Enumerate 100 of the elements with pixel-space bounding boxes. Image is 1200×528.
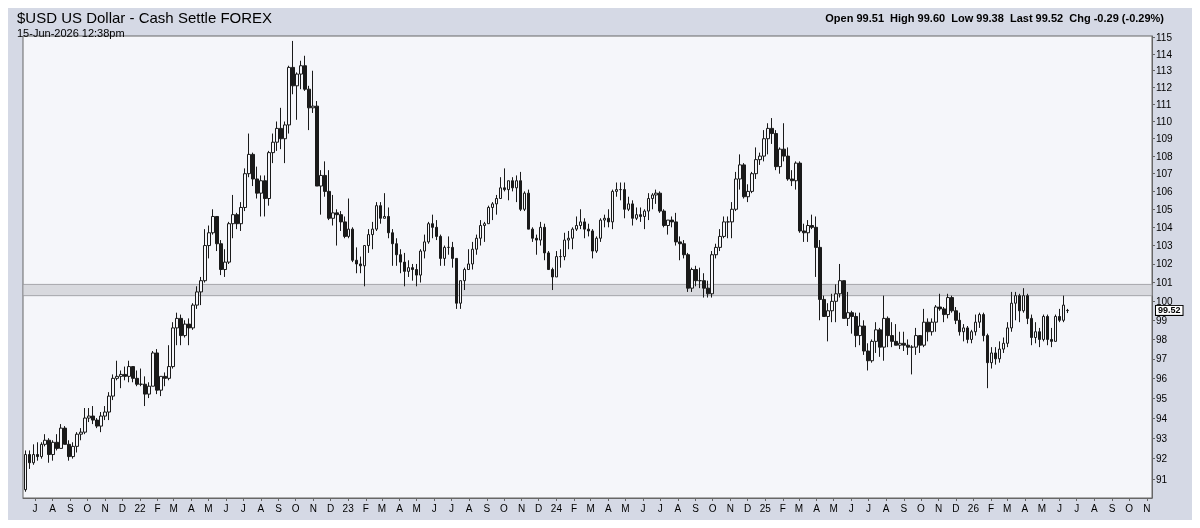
x-tick-label: J [240,502,246,514]
x-tick-label: O [1125,502,1134,514]
candlestick [91,405,95,425]
x-tick-label: J [223,502,229,514]
candlestick [902,331,906,352]
x-tick-label: J [448,502,454,514]
x-tick-label: A [1091,502,1099,514]
candlestick [32,443,35,466]
x-tick-label: O [83,502,92,514]
y-tick-label: 115 [1156,32,1173,44]
x-tick-label: J [865,502,871,514]
x-tick-label: F [154,502,161,514]
text: Open 99.51 High 99.60 Low 99.38 Last 99.52 Chg -0.29 (-0.29%) [825,11,1165,24]
candlestick [882,295,886,362]
candlestick [403,252,406,287]
x-tick-label: N [935,502,943,514]
candlestick [998,340,1001,364]
x-tick-label: O [500,502,509,514]
x-tick-label: A [813,502,821,514]
x-tick-label: J [32,502,38,514]
candlestick [623,182,626,219]
x-tick-label: O [917,502,926,514]
x-tick-label: 25 [759,502,772,514]
candlestick [127,360,131,383]
x-tick-label: S [692,502,700,514]
x-tick-label: A [674,502,682,514]
y-tick-label: 101 [1156,277,1174,289]
x-tick-label: 22 [134,502,146,514]
y-tick-label: 104 [1156,221,1174,233]
x-tick-label: A [465,502,473,514]
x-tick-label: 24 [550,502,563,514]
y-tick-label: 97 [1156,353,1168,365]
x-tick-label: N [726,502,735,514]
y-tick-label: 99 [1156,314,1168,326]
x-tick-label: S [483,502,491,514]
x-tick-label: N [1143,502,1151,514]
x-tick-label: 23 [342,502,355,514]
x-tick-label: J [1057,502,1063,514]
x-tick-label: S [900,502,908,514]
candlestick [946,293,950,319]
chart-title: $USD US Dollar - Cash Settle FOREX [17,9,273,26]
x-tick-label: J [640,502,646,514]
candlestick [591,228,594,259]
x-tick-label: M [621,502,630,514]
y-tick-label: 102 [1156,258,1174,270]
x-tick-label: M [829,502,838,514]
y-tick-label: 105 [1156,203,1174,215]
candlestick [155,348,159,395]
candlestick [47,437,51,464]
x-tick-label: A [257,502,265,514]
y-tick-label: 111 [1156,98,1172,110]
y-tick-label: 114 [1156,48,1173,60]
y-tick-label: 110 [1156,116,1173,127]
x-tick-label: D [743,502,752,514]
x-tick-label: A [396,502,404,514]
y-tick-label: 91 [1156,473,1168,485]
candlestick [854,312,858,348]
y-tick-label: 95 [1156,392,1168,404]
text: 99.52 [1158,305,1181,316]
x-tick-label: F [362,502,369,514]
x-tick-label: O [708,502,717,514]
x-tick-label: A [49,502,57,514]
x-tick-label: A [187,502,195,514]
y-tick-label: 112 [1156,82,1173,94]
y-tick-label: 107 [1156,168,1174,180]
x-tick-label: S [67,502,75,514]
y-tick-label: 109 [1156,133,1174,145]
x-tick-label: A [882,502,890,514]
y-tick-label: 113 [1156,65,1173,77]
x-tick-label: 26 [967,502,980,514]
y-tick-label: 100 [1156,295,1174,307]
chart-subtitle: 15-Jun-2026 12:38pm [17,26,125,39]
candlestick [806,219,810,243]
x-tick-label: M [204,502,213,514]
x-tick-label: A [1021,502,1029,514]
x-tick-label: S [275,502,283,514]
candlestick [631,199,634,227]
x-tick-label: M [412,502,421,514]
x-tick-label: J [431,502,437,514]
x-tick-label: F [571,502,578,514]
x-tick-label: M [1002,502,1012,514]
candlestick [966,325,969,344]
y-tick-label: 96 [1156,372,1168,384]
y-tick-label: 103 [1156,240,1174,252]
x-tick-label: D [535,502,543,514]
x-tick-label: M [586,502,595,514]
x-tick-label: F [779,502,786,514]
x-tick-label: F [988,502,995,514]
x-tick-label: J [657,502,663,514]
x-tick-label: D [952,502,960,514]
candlestick [519,171,522,212]
candlestick [59,423,63,449]
candlestick [894,323,898,346]
x-tick-label: D [326,502,335,514]
x-tick-label: N [101,502,109,514]
x-tick-label: J [848,502,854,514]
candlestick [1062,295,1065,323]
x-tick-label: M [794,502,804,514]
x-tick-label: M [169,502,178,514]
candlestick [36,441,39,462]
